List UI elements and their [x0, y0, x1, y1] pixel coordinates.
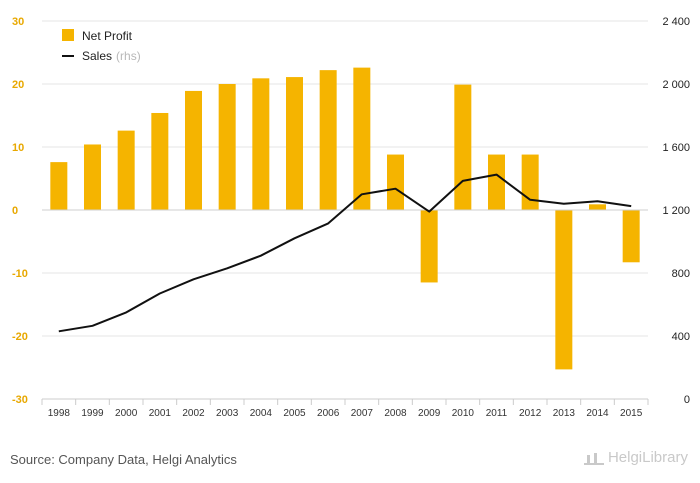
legend: Net Profit Sales (rhs)	[62, 29, 141, 63]
bar-net-profit-2013	[555, 210, 573, 370]
x-tick-label: 2006	[317, 408, 340, 419]
right-tick-label: 2 400	[662, 16, 690, 28]
left-tick-label: -30	[12, 394, 28, 406]
right-tick-label: 2 000	[662, 79, 690, 91]
bar-net-profit-1998	[50, 162, 68, 210]
x-tick-label: 2013	[553, 408, 576, 419]
brand-name: HelgiLibrary	[607, 449, 688, 466]
source-note: Source: Company Data, Helgi Analytics	[10, 452, 237, 467]
bar-net-profit-2008	[387, 154, 404, 210]
library-icon	[583, 451, 604, 466]
line-sales	[58, 173, 632, 333]
left-axis-ticks: 30 20 10 0 -10 -20 -30	[12, 16, 28, 406]
x-tick-label: 2001	[149, 408, 172, 419]
bar-net-profit-2014	[589, 204, 606, 210]
x-tick-label: 2007	[351, 408, 374, 419]
brand-logo: HelgiLibrary	[583, 449, 688, 466]
x-tick-label: 2002	[182, 408, 205, 419]
left-tick-label: 30	[12, 16, 24, 28]
x-tick-label: 2004	[250, 408, 273, 419]
x-tick-label: 2014	[586, 408, 609, 419]
legend-label-net-profit: Net Profit	[82, 29, 133, 43]
x-tick-label: 2000	[115, 408, 138, 419]
right-tick-label: 800	[672, 268, 690, 280]
x-tick-label: 2011	[486, 408, 508, 419]
x-tick-label: 2003	[216, 408, 239, 419]
left-tick-label: -10	[12, 268, 28, 280]
legend-swatch-net-profit	[62, 29, 74, 41]
bar-net-profit-2009	[420, 210, 438, 283]
bar-net-profit-2000	[117, 130, 135, 210]
x-tick-label: 2015	[620, 408, 643, 419]
bar-net-profit-1999	[84, 144, 101, 210]
x-tick-label: 1999	[81, 408, 104, 419]
x-tick-label: 2009	[418, 408, 441, 419]
bar-net-profit-2012	[521, 154, 539, 210]
bar-net-profit-2002	[185, 90, 202, 210]
bars-net-profit	[50, 67, 640, 370]
bar-net-profit-2003	[218, 84, 236, 210]
right-tick-label: 400	[672, 331, 690, 343]
right-axis-ticks: 2 400 2 000 1 600 1 200 800 400 0	[662, 16, 690, 406]
bar-net-profit-2015	[622, 210, 640, 263]
x-tick-label: 1998	[48, 408, 71, 419]
x-tick-label: 2005	[283, 408, 306, 419]
bar-net-profit-2006	[319, 70, 337, 210]
x-tick-label: 2012	[519, 408, 542, 419]
sales-line	[58, 173, 632, 333]
legend-sales-name: Sales	[82, 49, 112, 63]
right-tick-label: 1 600	[662, 142, 690, 154]
left-tick-label: -20	[12, 331, 28, 343]
bar-net-profit-2004	[252, 78, 270, 210]
right-tick-label: 0	[684, 394, 690, 406]
left-tick-label: 20	[12, 79, 24, 91]
x-axis-ticks: 1998 1999 2000 2001 2002 2003 2004 2005 2006 2007…	[41, 398, 649, 419]
x-tick-label: 2010	[452, 408, 475, 419]
right-tick-label: 1 200	[662, 205, 690, 217]
legend-label-sales: Sales (rhs)	[82, 49, 141, 63]
bar-net-profit-2011	[488, 154, 505, 210]
left-tick-label: 10	[12, 142, 24, 154]
left-tick-label: 0	[12, 205, 18, 217]
bar-net-profit-2001	[151, 112, 169, 210]
bar-net-profit-2007	[353, 67, 371, 211]
x-tick-label: 2008	[384, 408, 407, 419]
legend-sales-note: (rhs)	[116, 49, 141, 63]
bar-net-profit-2005	[286, 77, 303, 210]
bar-net-profit-2010	[454, 84, 472, 210]
